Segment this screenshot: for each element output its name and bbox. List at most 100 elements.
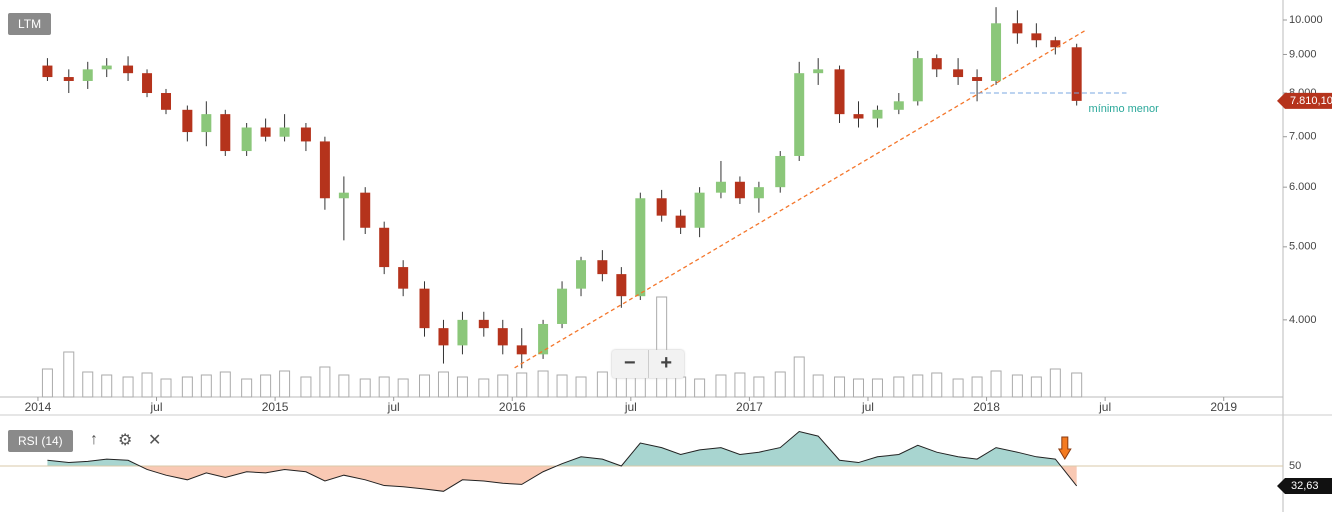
signal-arrow [1057, 436, 1072, 460]
candle-body [1031, 33, 1042, 41]
chart-title: LTM [8, 13, 52, 35]
volume-bar [359, 378, 371, 398]
volume-bar [141, 372, 153, 398]
candle-body [931, 58, 942, 70]
y-tick-label: 10.000 [1289, 14, 1323, 26]
trendline [514, 29, 1087, 369]
volume-bar [793, 356, 805, 398]
candle-body [853, 114, 864, 119]
volume-bar [397, 378, 409, 398]
volume-bar [41, 368, 53, 398]
candle-body [379, 227, 390, 268]
candle-body [438, 328, 449, 346]
candle-body [260, 127, 271, 137]
volume-bar [378, 376, 390, 398]
candle-body [457, 319, 468, 346]
x-tick-label: jul [1098, 400, 1111, 414]
rsi-area-below [47, 466, 1077, 492]
candle-body [893, 101, 904, 110]
candle-body [675, 215, 686, 228]
volume-bar [300, 376, 312, 398]
candle-body [972, 77, 983, 81]
rsi-line [47, 430, 1078, 492]
volume-bar [931, 372, 943, 398]
rsi-badge [1277, 477, 1332, 494]
volume-bar [437, 371, 449, 398]
volume-bar [319, 366, 331, 398]
y-tick-label: 50 [1289, 460, 1301, 472]
x-tick-label: 2019 [1210, 400, 1237, 414]
volume-bar [1011, 374, 1023, 398]
candle-body [635, 198, 646, 297]
volume-bar [478, 378, 490, 398]
price-badge [1277, 92, 1332, 109]
candle-body [813, 69, 824, 74]
zoom-out[interactable]: − [623, 352, 636, 374]
candle-body [1071, 47, 1082, 101]
zoom-in[interactable]: + [647, 350, 685, 378]
volume-bar [656, 296, 668, 398]
candle-body [300, 127, 311, 142]
volume-bar [852, 378, 864, 398]
volume-bar [734, 372, 746, 398]
volume-bar [241, 378, 253, 398]
volume-bar [497, 374, 509, 398]
settings-icon[interactable]: ⚙ [118, 432, 133, 449]
candle-body [161, 93, 172, 110]
x-tick-label: jul [150, 400, 163, 414]
candle-body [220, 114, 231, 152]
x-tick-label: 2017 [736, 400, 763, 414]
volume-bar [715, 374, 727, 398]
candle-body [101, 65, 112, 70]
volume-bar [181, 376, 193, 398]
move-up-icon[interactable]: ↑ [90, 431, 98, 448]
candle-body [142, 73, 153, 94]
candle-body [360, 192, 371, 228]
candle-body [734, 181, 745, 199]
candle-body [478, 319, 489, 329]
volume-bar [101, 374, 113, 398]
candle-body [991, 23, 1002, 81]
candle-body [775, 155, 786, 188]
candle-body [616, 274, 627, 297]
x-tick-label: jul [387, 400, 400, 414]
candle-body [319, 141, 330, 199]
volume-bar [952, 378, 964, 398]
volume-bar [260, 374, 272, 398]
candle-body [872, 109, 883, 119]
volume-bar [1049, 368, 1061, 398]
volume-bar [912, 374, 924, 398]
candle-body [834, 69, 845, 115]
x-tick-label: 2014 [25, 400, 52, 414]
candle-body [694, 192, 705, 228]
candle-body [794, 73, 805, 156]
candle-body [123, 65, 134, 74]
rsi-value-label: 32,63 [1291, 480, 1319, 492]
volume-bar [200, 374, 212, 398]
close-icon[interactable]: ✕ [148, 432, 162, 449]
rsi-title[interactable]: RSI (14) [8, 430, 73, 452]
volume-bar [753, 376, 765, 398]
candle-body [715, 181, 726, 193]
x-tick-label: 2015 [262, 400, 289, 414]
y-tick-label: 5.000 [1289, 241, 1317, 253]
candle-body [419, 288, 430, 329]
candle-body [597, 260, 608, 275]
candle-body [753, 187, 764, 199]
candle-body [538, 323, 549, 355]
volume-bar [1030, 376, 1042, 398]
candle-body [279, 127, 290, 137]
volume-bar [990, 370, 1002, 398]
volume-bar [219, 371, 231, 398]
y-tick-label: 4.000 [1289, 314, 1317, 326]
volume-bar [893, 376, 905, 398]
volume-bar [419, 374, 431, 398]
candle-body [557, 288, 568, 324]
y-tick-label: 9.000 [1289, 48, 1317, 60]
candle-body [338, 192, 349, 199]
volume-bar [694, 378, 706, 398]
volume-bar [456, 376, 468, 398]
candle-body [182, 109, 193, 133]
volume-bar [812, 374, 824, 398]
